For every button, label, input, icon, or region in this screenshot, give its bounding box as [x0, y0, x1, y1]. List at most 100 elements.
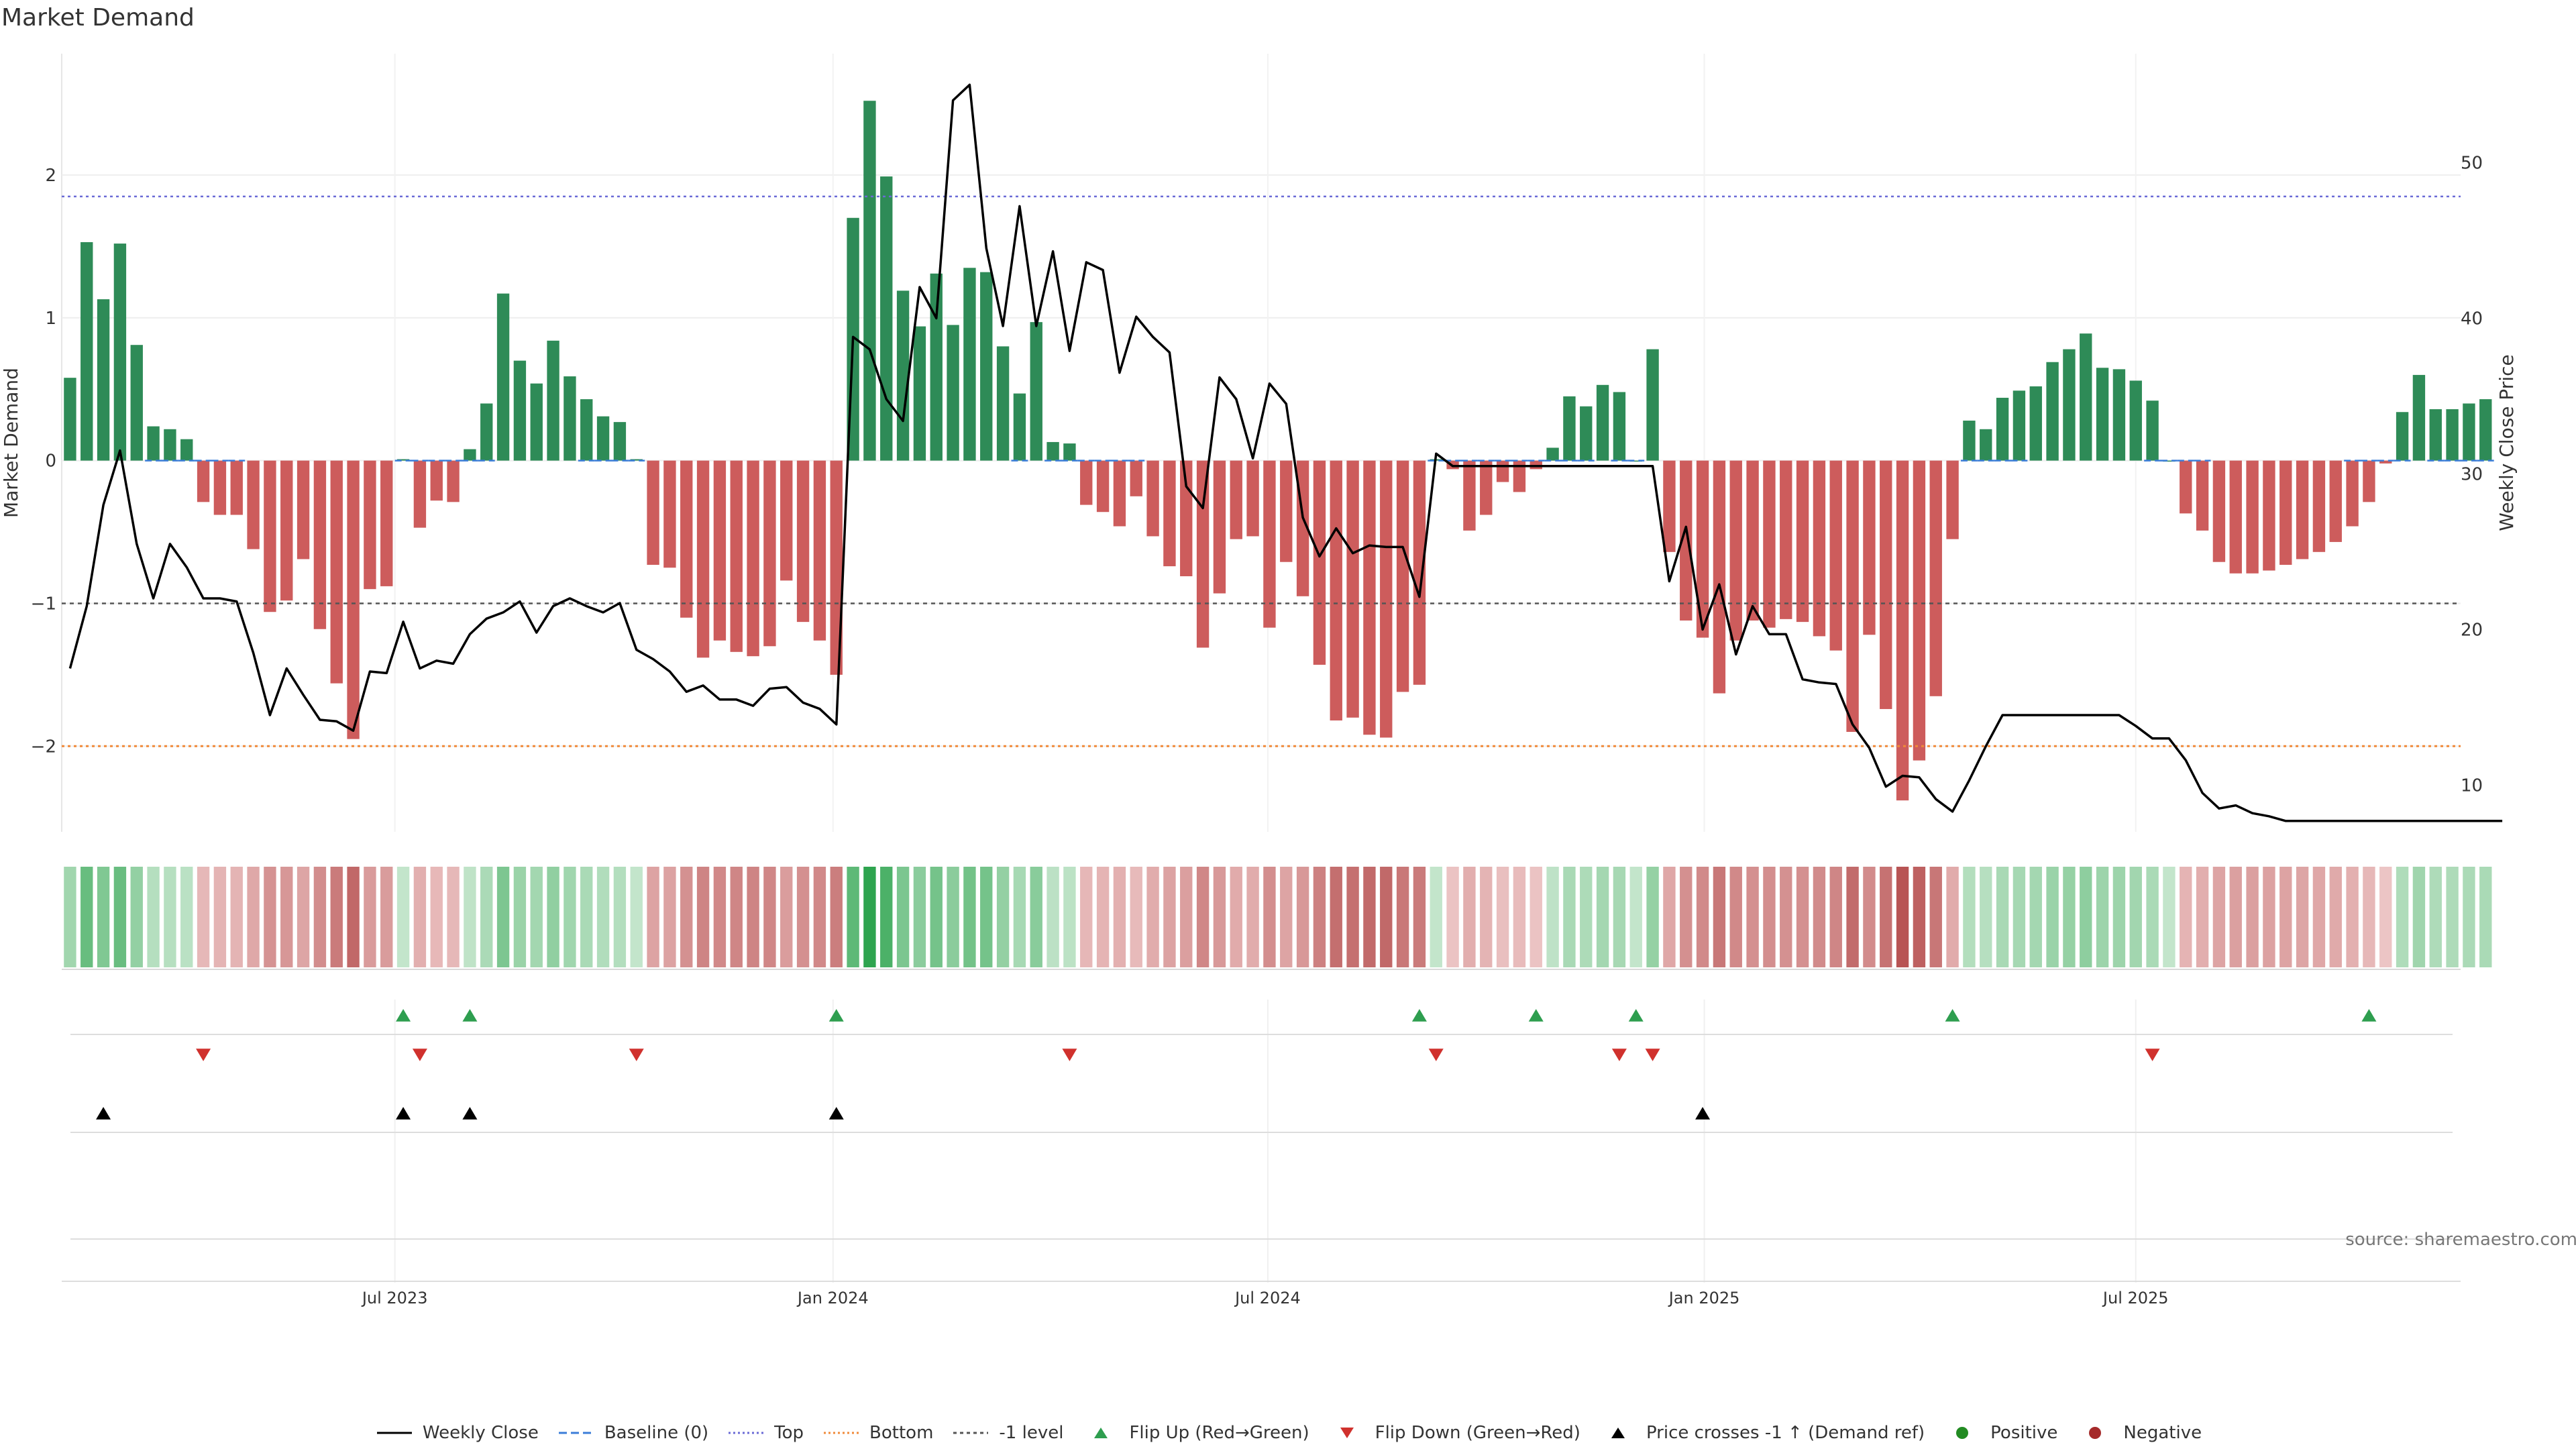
y-tick-label: 0	[45, 451, 56, 472]
legend-symbol	[558, 1432, 594, 1434]
demand-bar	[130, 345, 143, 461]
demand-bar	[2279, 460, 2292, 565]
heat-cell	[1130, 867, 1142, 967]
flip-down-marker	[629, 1049, 644, 1061]
price-cross-marker	[396, 1107, 411, 1120]
y-tick-label: −1	[31, 594, 56, 614]
demand-bar	[963, 268, 976, 461]
demand-bar	[1746, 460, 1759, 621]
heat-cell	[580, 867, 593, 967]
demand-bar	[547, 340, 559, 461]
demand-bar	[230, 460, 243, 515]
demand-bar	[1963, 421, 1976, 461]
demand-bar	[1929, 460, 1942, 696]
demand-bar	[1246, 460, 1259, 537]
demand-bar	[1663, 460, 1676, 552]
chart-title: Market Demand	[1, 4, 195, 32]
demand-bar	[980, 272, 993, 461]
demand-bar	[1680, 460, 1693, 621]
demand-bar	[1613, 392, 1626, 461]
legend-symbol	[729, 1432, 764, 1434]
demand-bar	[2229, 460, 2242, 574]
demand-bar	[1796, 460, 1809, 623]
legend-item-cross: Price crosses -1 ↑ (Demand ref)	[1598, 1423, 1925, 1443]
heat-cell	[863, 867, 876, 967]
demand-bar	[813, 460, 826, 641]
demand-bar	[2163, 460, 2176, 462]
demand-bar	[996, 346, 1010, 461]
heat-cell	[364, 867, 376, 967]
heat-cell	[1846, 867, 1859, 967]
demand-bar	[1646, 349, 1659, 461]
heat-cell	[297, 867, 310, 967]
demand-bar	[197, 460, 210, 502]
heat-cell	[464, 867, 476, 967]
y2-tick-label: 20	[2461, 620, 2483, 640]
demand-bar	[1763, 460, 1776, 628]
heat-cell	[1063, 867, 1076, 967]
x-tick-label: Jan 2024	[796, 1289, 869, 1307]
flip-down-marker	[1645, 1049, 1660, 1061]
heat-cell	[2412, 867, 2426, 967]
heat-cell	[1996, 867, 2009, 967]
heat-cell	[796, 867, 810, 967]
demand-bar	[1046, 441, 1059, 461]
heat-cell	[2046, 867, 2059, 967]
demand-bar	[1380, 460, 1393, 738]
demand-bar	[2196, 460, 2209, 531]
heat-cell	[2063, 867, 2076, 967]
demand-bar	[64, 378, 76, 461]
legend-label: Bottom	[869, 1423, 934, 1443]
demand-bar	[347, 460, 360, 739]
demand-bar	[2429, 409, 2442, 461]
heat-cell	[2363, 867, 2375, 967]
demand-bar	[1496, 460, 1509, 482]
heat-cell	[1780, 867, 1792, 967]
demand-bar	[564, 376, 576, 461]
heat-cell	[1746, 867, 1759, 967]
heat-cell	[1046, 867, 1059, 967]
demand-bar	[313, 460, 327, 629]
heat-cell	[97, 867, 110, 967]
heat-cell	[1313, 867, 1326, 967]
demand-bar	[2046, 362, 2059, 461]
demand-bar	[513, 360, 527, 461]
heat-cell	[1880, 867, 1892, 967]
legend-label: Flip Up (Red→Green)	[1129, 1423, 1309, 1443]
demand-bar	[913, 326, 926, 461]
heat-cell	[1230, 867, 1242, 967]
demand-bar	[1513, 460, 1526, 492]
demand-bar	[297, 460, 310, 559]
demand-bar	[2329, 460, 2342, 542]
axis-labels: −2 −1 0 1 2 10 20 30 40 50 Jul 2023 Jan 2024 Jul 202…	[31, 153, 2483, 1307]
heat-cell	[1080, 867, 1093, 967]
demand-bar	[1146, 460, 1159, 537]
heat-cell	[197, 867, 210, 967]
price-cross-marker	[462, 1107, 478, 1120]
demand-bar	[330, 460, 343, 684]
y2-tick-label: 40	[2461, 309, 2483, 329]
demand-bar	[1980, 429, 1992, 461]
heat-cell	[1263, 867, 1276, 967]
demand-bar	[2012, 390, 2026, 461]
heat-cell	[613, 867, 627, 967]
heat-cell	[1896, 867, 1909, 967]
y2-tick-label: 30	[2461, 464, 2483, 484]
heat-cell	[1413, 867, 1426, 967]
demand-bar	[113, 244, 127, 461]
demand-bar	[2412, 374, 2426, 461]
heat-cell	[2479, 867, 2492, 967]
heat-cell	[2146, 867, 2159, 967]
flip-up-marker	[462, 1009, 478, 1022]
y-axis-label: Market Demand	[0, 368, 22, 518]
heat-cell	[2180, 867, 2192, 967]
legend-item-flip-down: Flip Down (Green→Red)	[1327, 1423, 1580, 1443]
heat-cell	[2246, 867, 2259, 967]
demand-bar	[613, 422, 627, 461]
legend-label: -1 level	[999, 1423, 1064, 1443]
demand-bar	[2379, 460, 2392, 464]
demand-bar	[1113, 460, 1126, 527]
demand-bar	[1996, 397, 2009, 461]
demand-bar	[1330, 460, 1342, 720]
